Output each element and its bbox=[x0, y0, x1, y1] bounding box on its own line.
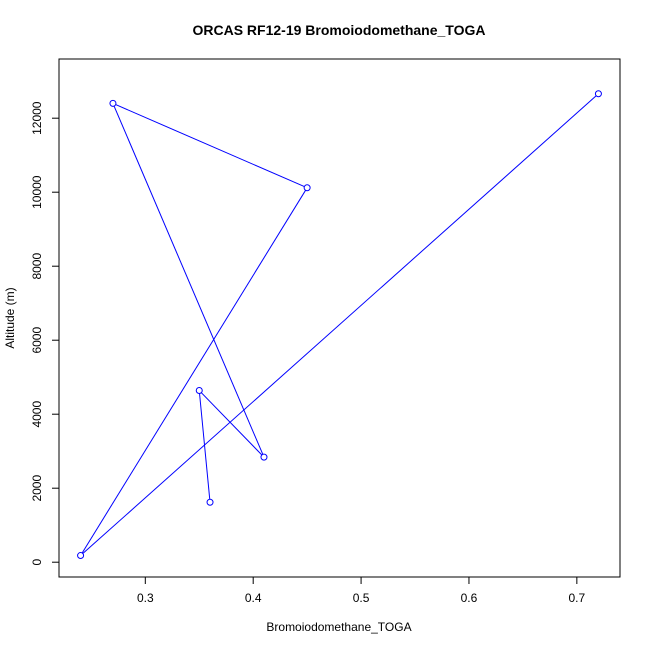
data-point bbox=[594, 90, 602, 98]
series-layer bbox=[77, 90, 602, 560]
series-segment bbox=[113, 105, 264, 455]
data-point bbox=[195, 387, 203, 395]
x-tick-label: 0.5 bbox=[353, 591, 370, 605]
y-axis-label: Altitude (m) bbox=[3, 287, 17, 348]
x-tick-label: 0.4 bbox=[245, 591, 262, 605]
y-tick-label: 8000 bbox=[30, 253, 44, 280]
y-axis: 0 2000 4000 6000 8000 10000 12000 bbox=[30, 101, 59, 566]
y-tick-label: 12000 bbox=[30, 101, 44, 135]
plot-frame bbox=[58, 58, 621, 578]
series-segment bbox=[82, 95, 597, 554]
y-tick-label: 0 bbox=[30, 559, 44, 566]
x-tick-label: 0.6 bbox=[461, 591, 478, 605]
x-tick-label: 0.3 bbox=[137, 591, 154, 605]
data-point bbox=[77, 552, 85, 560]
y-tick-label: 6000 bbox=[30, 327, 44, 354]
series-segment bbox=[200, 392, 263, 456]
y-tick-label: 10000 bbox=[30, 175, 44, 209]
x-tick-label: 0.7 bbox=[569, 591, 586, 605]
data-point bbox=[206, 498, 214, 506]
data-point bbox=[109, 99, 117, 107]
series-segment bbox=[199, 393, 211, 500]
series-segment bbox=[81, 190, 306, 554]
chart-title: ORCAS RF12-19 Bromoiodomethane_TOGA bbox=[192, 22, 485, 38]
data-point bbox=[260, 453, 268, 461]
y-tick-label: 2000 bbox=[30, 475, 44, 502]
x-axis-label: Bromoiodomethane_TOGA bbox=[266, 620, 411, 634]
data-point bbox=[303, 184, 311, 192]
y-tick-label: 4000 bbox=[30, 401, 44, 428]
series-segment bbox=[115, 104, 305, 188]
x-axis: 0.3 0.4 0.5 0.6 0.7 bbox=[137, 577, 586, 605]
